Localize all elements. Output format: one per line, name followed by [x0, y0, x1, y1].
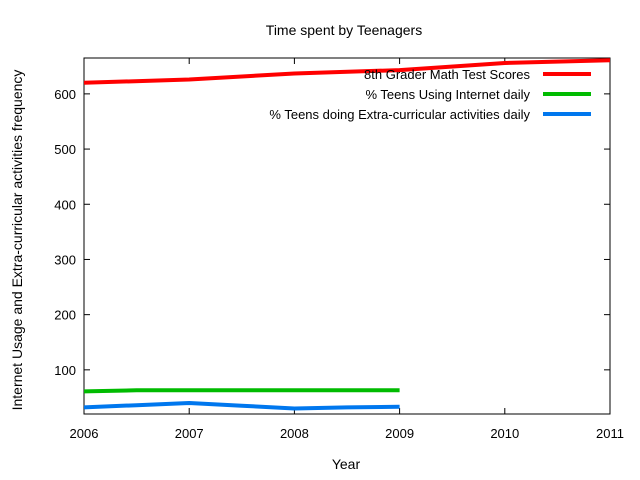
plot-frame	[83, 57, 611, 415]
legend-label-2: % Teens Using Internet daily	[365, 87, 530, 102]
y-tick-label: 200	[54, 308, 76, 323]
x-tick-label: 2010	[490, 426, 519, 441]
x-axis-label: Year	[332, 456, 361, 472]
x-tick-label: 2009	[385, 426, 414, 441]
legend: 8th Grader Math Test Scores % Teens Using…	[269, 67, 591, 122]
x-tick-label: 2006	[70, 426, 99, 441]
y-axis-label: Internet Usage and Extra-curricular acti…	[9, 70, 25, 411]
x-tick-label: 2008	[280, 426, 309, 441]
x-tick-label: 2011	[596, 426, 624, 441]
series-lines	[83, 58, 611, 411]
legend-label-1: 8th Grader Math Test Scores	[364, 67, 530, 82]
series-line-3	[83, 401, 400, 411]
y-tick-label: 400	[54, 197, 76, 212]
y-tick-label: 500	[54, 142, 76, 157]
chart-title: Time spent by Teenagers	[266, 22, 422, 38]
legend-label-3: % Teens doing Extra-curricular activitie…	[269, 107, 530, 122]
axis-ticks: 2006 2007 2008 2009 2010 2011 100 200 300 400 500 6…	[54, 58, 624, 441]
x-tick-label: 2007	[175, 426, 204, 441]
series-line-1	[83, 58, 611, 85]
series-line-2	[83, 388, 400, 394]
y-tick-label: 600	[54, 87, 76, 102]
y-tick-label: 300	[54, 252, 76, 267]
y-tick-label: 100	[54, 363, 76, 378]
